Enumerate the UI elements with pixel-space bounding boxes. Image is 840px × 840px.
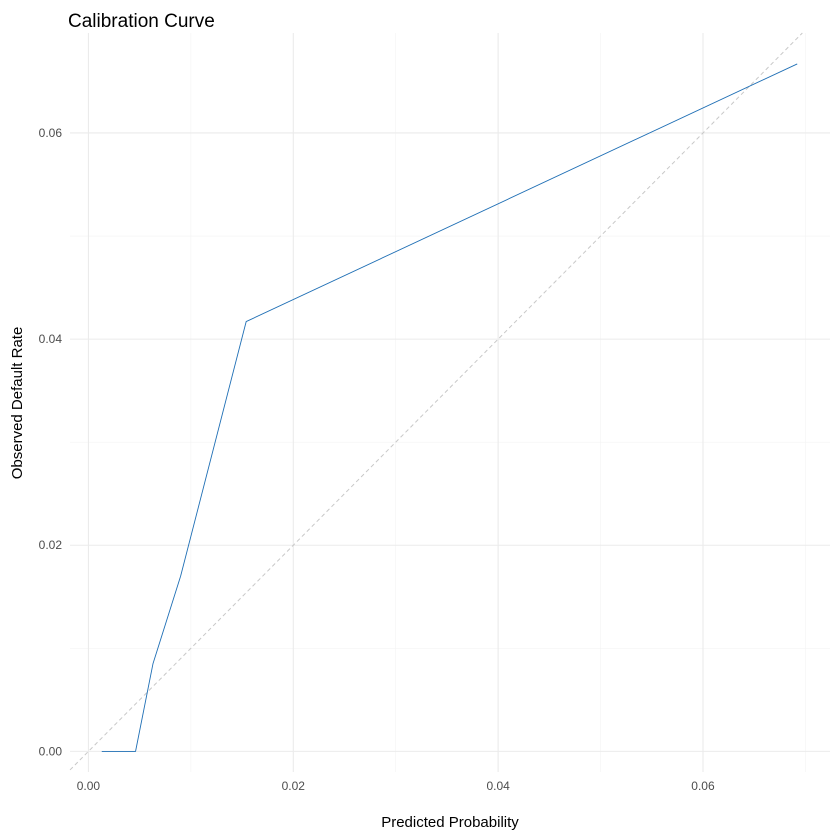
x-tick-label: 0.00 xyxy=(77,779,101,793)
reference-diagonal-line xyxy=(69,32,803,771)
y-tick-label: 0.04 xyxy=(39,332,63,346)
x-tick-label: 0.02 xyxy=(282,779,306,793)
series-layer xyxy=(69,32,803,771)
y-tick-label: 0.06 xyxy=(39,126,63,140)
y-axis-title: Observed Default Rate xyxy=(9,327,26,480)
major-gridlines xyxy=(70,33,830,772)
y-tick-label: 0.02 xyxy=(39,538,63,552)
x-axis-title: Predicted Probability xyxy=(381,814,519,831)
y-tick-label: 0.00 xyxy=(39,744,63,758)
minor-gridlines xyxy=(70,33,830,772)
chart-title: Calibration Curve xyxy=(68,11,215,32)
calibration-curve-line xyxy=(101,63,798,752)
y-axis-ticks: 0.00 0.02 0.04 0.06 xyxy=(39,126,63,758)
x-tick-label: 0.06 xyxy=(691,779,715,793)
x-tick-label: 0.04 xyxy=(486,779,510,793)
x-axis-ticks: 0.00 0.02 0.04 0.06 xyxy=(77,779,715,793)
